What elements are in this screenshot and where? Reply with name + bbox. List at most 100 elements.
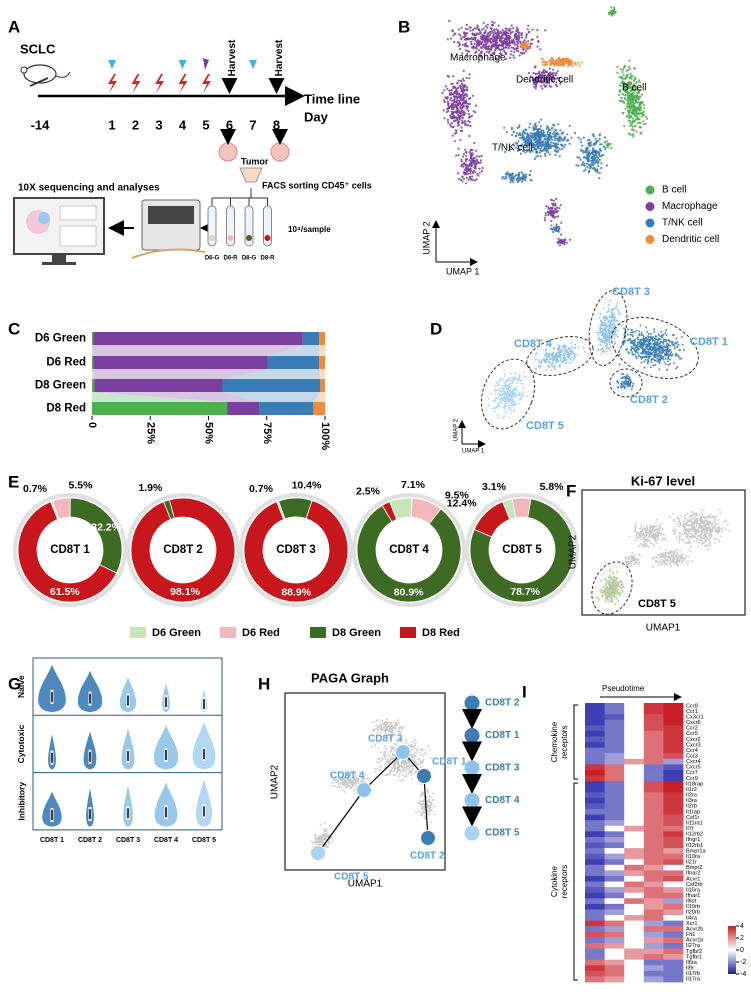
cell-point — [550, 147, 552, 149]
cell-point — [475, 34, 477, 36]
cell-point — [676, 338, 678, 340]
cell-point — [613, 10, 615, 12]
cell-point — [669, 516, 671, 518]
cell-point — [538, 359, 540, 361]
cell-point — [474, 47, 476, 49]
cell-point — [563, 357, 565, 359]
cell-point — [596, 172, 598, 174]
cell-point — [638, 355, 640, 357]
cell-point — [578, 157, 580, 159]
cell-point — [574, 132, 576, 134]
cell-point — [447, 121, 449, 123]
cell-point — [556, 357, 558, 359]
cell-point — [593, 135, 595, 137]
cell-point — [490, 32, 492, 34]
cell-point — [681, 336, 683, 338]
cell-point — [660, 553, 662, 555]
cell-point — [469, 168, 471, 170]
cell-point — [650, 542, 652, 544]
cell-point — [502, 387, 504, 389]
cell-point — [630, 108, 632, 110]
cell-point — [630, 112, 632, 114]
cell-point — [666, 346, 668, 348]
cell-point — [461, 83, 463, 85]
cell-point — [690, 518, 692, 520]
cell-point — [552, 231, 554, 233]
cell-point — [707, 515, 709, 517]
cell-point — [463, 102, 465, 104]
cell-point — [529, 123, 531, 125]
cell-point — [513, 409, 515, 411]
cell-point — [607, 317, 609, 319]
cell-point — [452, 135, 454, 137]
cell-point — [474, 163, 476, 165]
cell-point — [526, 395, 528, 397]
cell-point — [644, 535, 646, 537]
cell-point — [520, 383, 522, 385]
cell-point — [622, 71, 624, 73]
cell-point — [672, 334, 674, 336]
cell-point — [500, 390, 502, 392]
sample-label: D8-R — [260, 256, 275, 262]
cell-point — [460, 38, 462, 40]
cell-point — [561, 360, 563, 362]
cell-point — [683, 521, 685, 523]
cell-point — [699, 539, 701, 541]
cell-point — [559, 244, 561, 246]
cell-point — [609, 317, 611, 319]
cell-point — [609, 576, 611, 578]
cell-point — [558, 57, 560, 59]
cell-point — [525, 177, 527, 179]
cell-point — [549, 132, 551, 134]
cell-point — [447, 38, 449, 40]
cell-point — [624, 388, 626, 390]
cell-point — [549, 67, 551, 69]
cell-point — [684, 531, 686, 533]
cell-point — [485, 36, 487, 38]
cell-point — [638, 559, 640, 561]
cell-point — [592, 143, 594, 145]
cell-point — [502, 379, 504, 381]
cell-point — [547, 126, 549, 128]
legend-label: D8 Red — [422, 627, 460, 639]
cell-point — [647, 361, 649, 363]
cell-point — [605, 342, 607, 344]
cell-point — [614, 308, 616, 310]
cell-point — [693, 517, 695, 519]
cell-point — [516, 389, 518, 391]
cell-point — [544, 354, 546, 356]
cell-point — [505, 27, 507, 29]
cell-point — [656, 535, 658, 537]
cell-point — [602, 338, 604, 340]
cell-point — [494, 400, 496, 402]
cell-point — [638, 118, 640, 120]
cell-point — [642, 344, 644, 346]
cell-point — [620, 77, 622, 79]
cell-point — [566, 133, 568, 135]
cell-point — [625, 559, 627, 561]
cell-point — [495, 47, 497, 49]
cell-point — [608, 13, 610, 15]
cell-point — [579, 138, 581, 140]
cell-point — [469, 125, 471, 127]
treatment-bolt — [132, 74, 141, 93]
cell-point — [530, 39, 532, 41]
cell-point — [609, 570, 611, 572]
cell-point — [475, 105, 477, 107]
cell-point — [477, 175, 479, 177]
cell-point — [468, 77, 470, 79]
cell-point — [651, 531, 653, 533]
cell-point — [496, 42, 498, 44]
cell-point — [617, 600, 619, 602]
cell-point — [645, 359, 647, 361]
cell-point — [562, 58, 564, 60]
cell-point — [632, 75, 634, 77]
cell-point — [675, 368, 677, 370]
sample-cells — [265, 235, 271, 241]
cell-point — [469, 121, 471, 123]
cell-point — [531, 29, 533, 31]
cell-point — [689, 542, 691, 544]
cell-point — [572, 360, 574, 362]
cell-point — [557, 350, 559, 352]
cell-point — [512, 402, 514, 404]
